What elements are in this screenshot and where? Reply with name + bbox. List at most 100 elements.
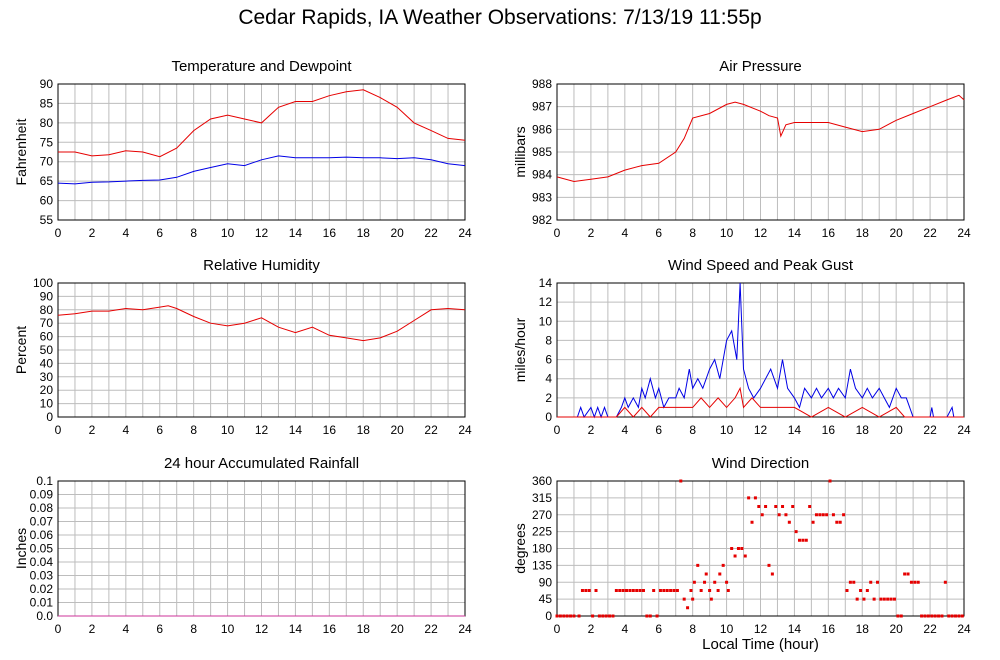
direction-point (562, 614, 566, 618)
direction-point (845, 589, 849, 592)
direction-point (689, 589, 693, 592)
direction-point (899, 614, 903, 618)
temp-title: Temperature and Dewpoint (171, 58, 352, 75)
temp-y-axis-label: Fahrenheit (13, 118, 29, 185)
direction-point (750, 520, 754, 524)
direction-point (930, 614, 934, 618)
rain-x-tick-label: 8 (190, 622, 197, 636)
direction-point (672, 589, 676, 592)
direction-point (879, 597, 883, 601)
direction-point (658, 589, 662, 592)
direction-point (743, 554, 747, 558)
humidity-y-axis-label: Percent (13, 326, 29, 374)
direction-x-tick-label: 6 (655, 622, 662, 636)
direction-y-tick-label: 225 (532, 525, 552, 539)
direction-point (767, 563, 771, 567)
direction-point (933, 614, 937, 618)
direction-point (713, 580, 717, 584)
temp-y-tick-label: 90 (40, 77, 54, 91)
rain-y-tick-label: 0.08 (30, 501, 54, 515)
rain-y-tick-label: 0.04 (30, 555, 54, 569)
wind-x-tick-label: 4 (621, 423, 628, 437)
direction-point (716, 589, 720, 592)
pressure-y-tick-label: 982 (532, 213, 552, 227)
direction-point (709, 597, 713, 601)
direction-point (801, 538, 805, 542)
direction-y-tick-label: 45 (539, 592, 553, 606)
direction-point (920, 614, 924, 618)
humidity-x-tick-label: 16 (323, 423, 337, 437)
humidity-y-tick-label: 40 (40, 356, 54, 370)
direction-point (954, 614, 958, 618)
pressure-x-tick-label: 18 (856, 226, 870, 240)
rain-y-tick-label: 0.0 (36, 609, 53, 623)
pressure-y-tick-label: 987 (532, 100, 552, 114)
rain-y-tick-label: 0.03 (30, 569, 54, 583)
direction-point (926, 614, 930, 618)
direction-point (784, 513, 788, 517)
direction-point (572, 614, 576, 618)
humidity-x-tick-label: 10 (221, 423, 235, 437)
wind-y-tick-label: 8 (545, 333, 552, 347)
direction-point (597, 614, 601, 618)
humidity-x-tick-label: 0 (55, 423, 62, 437)
direction-point (828, 479, 832, 483)
direction-point (753, 496, 757, 500)
wind-y-tick-label: 6 (545, 353, 552, 367)
direction-point (569, 614, 573, 618)
rain-x-tick-label: 18 (357, 622, 371, 636)
rain-x-tick-label: 20 (390, 622, 404, 636)
pressure-x-tick-label: 14 (788, 226, 802, 240)
direction-point (726, 589, 730, 592)
direction-point (859, 589, 863, 592)
direction-frame (556, 480, 965, 617)
temp-y-tick-label: 60 (40, 194, 54, 208)
direction-point (638, 589, 642, 592)
direction-point (608, 614, 612, 618)
direction-point (903, 572, 907, 576)
direction-point (686, 606, 690, 610)
temp-y-tick-label: 65 (40, 174, 54, 188)
direction-x-tick-label: 20 (889, 622, 903, 636)
pressure-x-tick-label: 6 (655, 226, 662, 240)
direction-point (604, 614, 608, 618)
temp-y-tick-label: 85 (40, 96, 54, 110)
direction-point (628, 589, 632, 592)
humidity-x-tick-label: 18 (357, 423, 371, 437)
wind-x-tick-label: 14 (788, 423, 802, 437)
temp-x-tick-label: 18 (357, 226, 371, 240)
direction-point (774, 505, 778, 508)
direction-x-tick-label: 2 (588, 622, 595, 636)
direction-point (937, 614, 941, 618)
rain-x-tick-label: 22 (424, 622, 438, 636)
wind-series-line (557, 386, 964, 418)
humidity-title: Relative Humidity (203, 257, 320, 274)
direction-point (584, 589, 588, 592)
wind-x-tick-label: 22 (923, 423, 937, 437)
direction-point (594, 589, 598, 592)
wind-x-tick-label: 24 (957, 423, 971, 437)
direction-point (577, 614, 581, 618)
direction-y-tick-label: 315 (532, 491, 552, 505)
wind-y-tick-label: 12 (539, 295, 553, 309)
direction-point (682, 597, 686, 601)
direction-point (591, 614, 595, 618)
temp-x-tick-label: 4 (122, 226, 129, 240)
direction-point (882, 597, 886, 601)
rain-x-tick-label: 4 (122, 622, 129, 636)
direction-x-tick-label: 22 (923, 622, 937, 636)
pressure-x-tick-label: 20 (889, 226, 903, 240)
direction-point (721, 563, 725, 567)
direction-point (580, 589, 584, 592)
direction-x-tick-label: 16 (822, 622, 836, 636)
direction-point (821, 513, 825, 517)
direction-y-tick-label: 135 (532, 558, 552, 572)
direction-point (611, 614, 615, 618)
humidity-x-tick-label: 12 (255, 423, 269, 437)
direction-point (808, 505, 812, 508)
direction-y-tick-label: 180 (532, 542, 552, 556)
humidity-x-tick-label: 14 (289, 423, 303, 437)
pressure-x-tick-label: 16 (822, 226, 836, 240)
direction-point (760, 513, 764, 517)
